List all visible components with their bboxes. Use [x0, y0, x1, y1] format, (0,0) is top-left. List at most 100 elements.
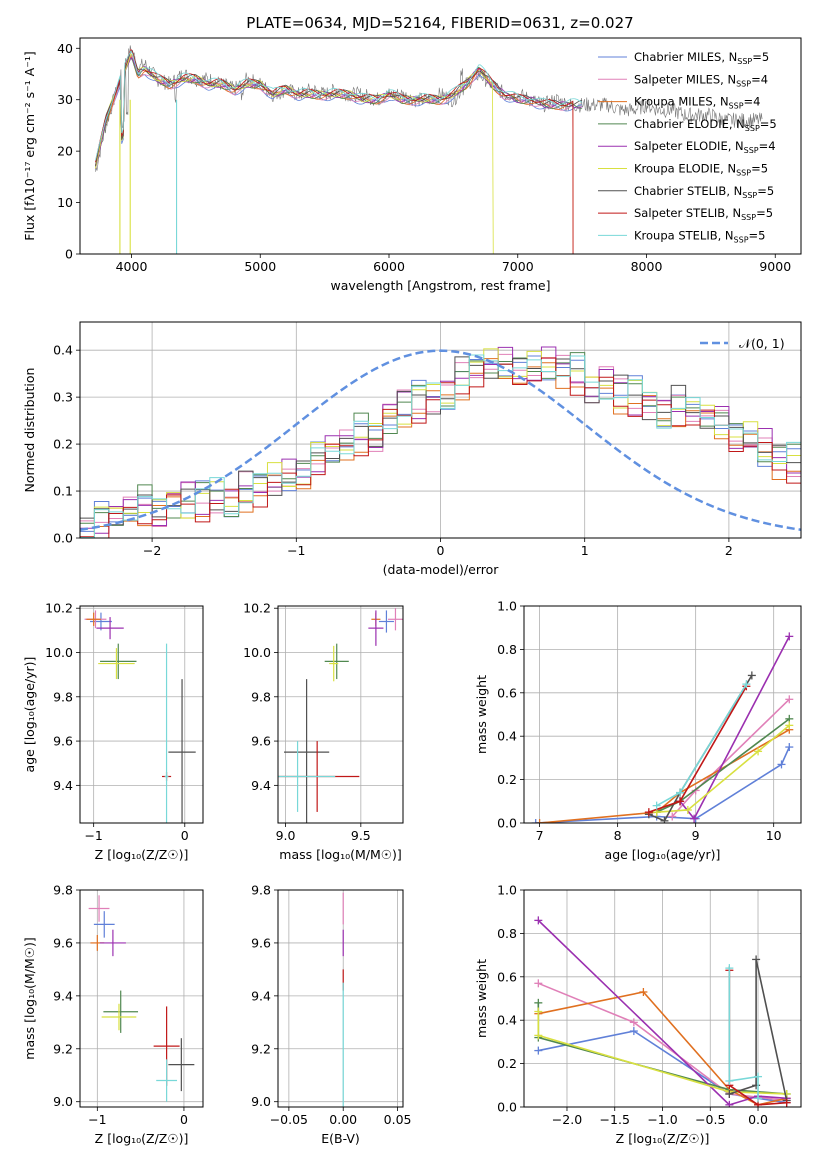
legend-subscript: SSP [737, 57, 752, 66]
model-spectrum-kroupa-miles [95, 55, 574, 254]
y-axis-label: age [log₁₀(age/yr)] [22, 657, 37, 773]
y-axis-label: mass weight [474, 959, 489, 1038]
x-axis-label: Z [log₁₀(Z/Z☉)] [95, 847, 189, 862]
error-bar-point-chabrier-miles [93, 911, 115, 938]
error-bar-point-kroupa-elodie [98, 648, 135, 680]
x-tick-label: −0.05 [270, 1112, 308, 1127]
age-vs-Z-panel: −1 0 9.4 9.6 9.8 10.0 10.2 Z [log₁₀(Z/Z☉)] age [… [22, 601, 204, 862]
y-tick-label: 20 [57, 144, 73, 159]
error-bar-point-salpeter-elodie [368, 610, 384, 646]
residuals-panel: −2 −1 0 1 2 0.0 0.1 0.2 0.3 0.4 (data-model)/error… [22, 321, 802, 577]
x-tick-label: −2 [143, 543, 161, 558]
mass-vs-Z-plot-area [88, 895, 195, 1102]
mass-weight-series-kroupa-elodie [652, 721, 794, 817]
x-axis-label: mass [log₁₀(M/M☉)] [279, 847, 401, 862]
y-tick-label: 0.0 [497, 1100, 517, 1115]
error-bar-point-salpeter-elodie [96, 617, 124, 640]
y-tick-label: 1.0 [497, 883, 517, 898]
histogram-salpeter-elodie [80, 346, 801, 538]
y-tick-label: 9.8 [251, 883, 271, 898]
x-tick-label: 7 [536, 828, 544, 843]
y-tick-label: 9.8 [53, 689, 73, 704]
model-spectrum-kroupa-elodie [95, 53, 494, 254]
error-bar-point-kroupa-miles [86, 612, 101, 626]
legend-text: Kroupa STELIB, N [634, 228, 734, 242]
axes-frame [277, 605, 404, 824]
model-spectrum-chabrier-elodie [95, 57, 583, 168]
y-tick-label: 9.8 [53, 883, 73, 898]
x-tick-label: 0.00 [329, 1112, 357, 1127]
error-bar-point-chabrier-miles [378, 610, 394, 633]
x-tick-label: 0 [181, 828, 189, 843]
legend-value: =5 [751, 162, 768, 176]
legend-label: Salpeter MILES, NSSP=4 [634, 72, 768, 88]
legend-value: =5 [757, 184, 774, 198]
y-tick-label: 0.1 [53, 484, 73, 499]
legend-value: =4 [751, 72, 768, 86]
y-tick-label: 10.0 [45, 645, 73, 660]
model-spectrum-kroupa-stelib [95, 49, 583, 161]
spectrum-plot-area [95, 45, 763, 254]
x-tick-label: 8000 [631, 259, 663, 274]
x-tick-label: −1.0 [647, 1112, 677, 1127]
legend-text: Kroupa MILES, N [634, 95, 729, 109]
mass-weight-vs-Z-plot-area [534, 916, 791, 1107]
x-tick-label: −1 [287, 543, 305, 558]
legend-text: Chabrier STELIB, N [634, 184, 742, 198]
mass-vs-ebv-panel: −0.05 0.00 0.05 9.0 9.2 9.4 9.6 9.8 E(B-V) [251, 883, 411, 1147]
y-tick-label: 0.4 [497, 729, 517, 744]
legend-value: =4 [759, 139, 776, 153]
x-tick-label: −1 [88, 1112, 106, 1127]
y-tick-label: 0.8 [497, 926, 517, 941]
y-tick-label: 9.4 [53, 778, 73, 793]
y-tick-label: 0.4 [53, 343, 73, 358]
x-tick-label: 9.0 [276, 828, 296, 843]
error-bar-point-chabrier-elodie [324, 643, 349, 680]
y-axis-label: mass [log₁₀(M/M☉)] [22, 937, 37, 1059]
error-bar-point-salpeter-elodie [99, 929, 126, 957]
y-tick-label: 0.6 [497, 969, 517, 984]
y-tick-label: 9.4 [251, 988, 271, 1003]
y-tick-label: 0.0 [53, 531, 73, 546]
legend-text: Chabrier ELODIE, N [634, 117, 745, 131]
mass-weight-vs-age-plot-area [531, 632, 794, 823]
x-tick-label: 9 [692, 828, 700, 843]
y-tick-label: 0.2 [497, 772, 517, 787]
x-tick-label: 10 [766, 828, 782, 843]
legend-value: =4 [744, 95, 761, 109]
x-tick-label: 0.0 [748, 1112, 768, 1127]
legend-text: Chabrier MILES, N [634, 50, 737, 64]
model-spectrum-chabrier-stelib [95, 49, 583, 166]
histogram-chabrier-miles [80, 355, 801, 538]
legend-value: =5 [756, 206, 773, 220]
legend-label: 𝒩(0, 1) [739, 336, 785, 351]
x-tick-label: −2.0 [552, 1112, 582, 1127]
y-tick-label: 9.0 [251, 1094, 271, 1109]
legend-text: Salpeter STELIB, N [634, 206, 741, 220]
legend-text: Salpeter MILES, N [634, 72, 736, 86]
x-axis-label: (data-model)/error [383, 562, 500, 577]
legend-label: Chabrier MILES, NSSP=5 [634, 50, 769, 66]
axes-frame [79, 37, 802, 255]
x-tick-label: 0 [180, 1112, 188, 1127]
legend-label: Kroupa MILES, NSSP=4 [634, 95, 760, 111]
series-line [728, 968, 759, 1099]
series-line [656, 724, 790, 813]
y-axis-label: mass weight [474, 675, 489, 754]
histogram-kroupa-elodie [80, 348, 801, 538]
legend-subscript: SSP [729, 102, 744, 111]
observed-spectrum-line [95, 45, 763, 172]
y-tick-label: 40 [57, 41, 73, 56]
chart-title: PLATE=0634, MJD=52164, FIBERID=0631, z=0… [246, 14, 633, 32]
axes-frame [523, 889, 802, 1108]
histogram-kroupa-miles [80, 358, 801, 538]
model-spectrum-chabrier-miles [95, 54, 583, 170]
legend-subscript: SSP [742, 191, 757, 200]
y-tick-label: 10.2 [243, 601, 271, 616]
x-tick-label: −0.5 [695, 1112, 725, 1127]
error-bar-point-chabrier-stelib [168, 679, 196, 823]
y-tick-label: 9.4 [251, 778, 271, 793]
series-line [729, 959, 788, 1101]
x-tick-label: 2 [725, 543, 733, 558]
